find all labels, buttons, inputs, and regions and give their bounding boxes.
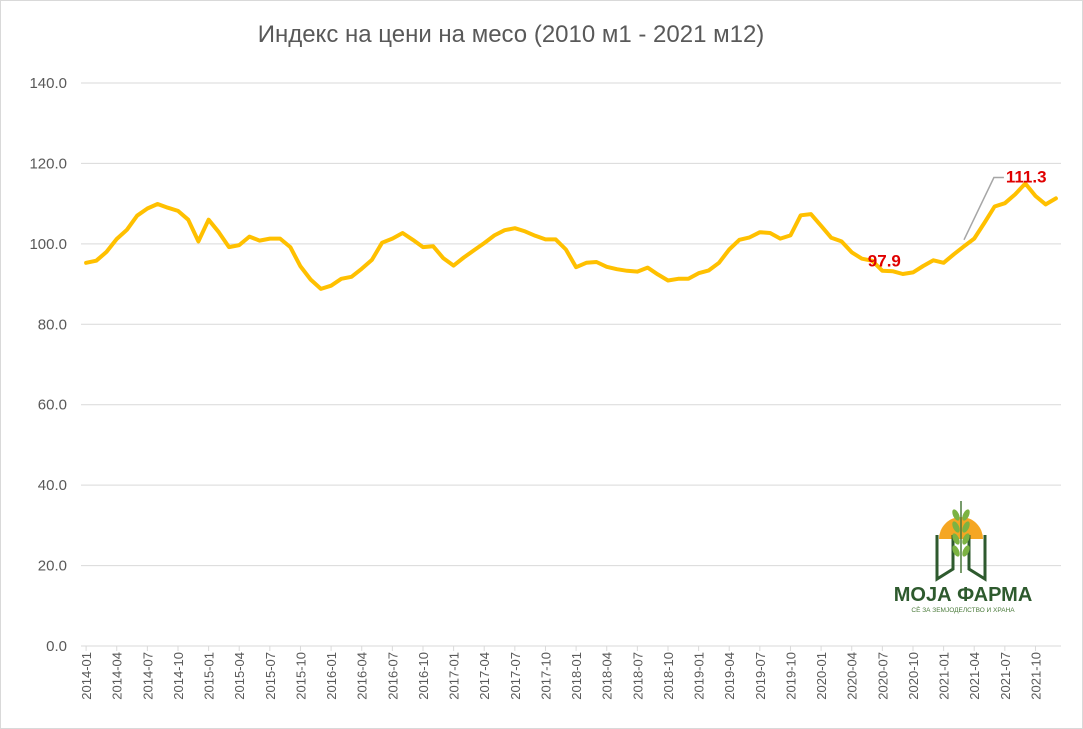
x-tick-label: 2021-07 — [998, 652, 1013, 700]
logo-grain — [962, 545, 970, 557]
chart-title: Индекс на цени на месо (2010 м1 - 2021 м… — [257, 21, 765, 48]
gridlines — [81, 82, 1061, 647]
y-tick-label: 0.0 — [46, 638, 67, 655]
logo-grain — [962, 521, 970, 533]
logo-grain — [952, 545, 960, 557]
x-tick-label: 2018-04 — [600, 652, 615, 700]
x-tick-label: 2017-10 — [538, 652, 553, 700]
x-tick-label: 2021-04 — [967, 652, 982, 700]
y-tick-label: 40.0 — [38, 477, 67, 494]
x-tick-label: 2016-04 — [355, 652, 370, 700]
y-tick-label: 60.0 — [38, 397, 67, 414]
data-labels: 97.9 111.3 — [868, 168, 1047, 271]
x-tick-label: 2014-10 — [171, 652, 186, 700]
x-tick-label: 2019-07 — [753, 652, 768, 700]
x-tick-label: 2016-10 — [416, 652, 431, 700]
x-tick-label: 2014-01 — [79, 652, 94, 700]
y-tick-label: 100.0 — [29, 236, 67, 253]
x-tick-label: 2014-04 — [110, 652, 125, 700]
x-tick-label: 2020-04 — [845, 652, 860, 700]
x-tick-label: 2015-10 — [293, 652, 308, 700]
x-tick-label: 2017-07 — [508, 652, 523, 700]
x-tick-label: 2017-04 — [477, 652, 492, 700]
x-tick-label: 2017-01 — [447, 652, 462, 700]
logo-tagline: СЀ ЗА ЗЕМЈОДЕЛСТВО И ХРАНА — [911, 605, 1015, 614]
x-tick-label: 2015-04 — [232, 652, 247, 700]
series-group — [84, 181, 1058, 291]
logo-grain — [962, 509, 970, 521]
y-tick-label: 140.0 — [29, 75, 67, 92]
logo-grain — [952, 533, 960, 545]
series-line — [84, 181, 1058, 291]
logo-frame — [935, 535, 987, 582]
x-tick-label: 2020-10 — [906, 652, 921, 700]
x-tick-label: 2020-01 — [814, 652, 829, 700]
x-tick-label: 2019-01 — [692, 652, 707, 700]
x-tick-label: 2018-01 — [569, 652, 584, 700]
data-label: 97.9 — [868, 251, 901, 270]
x-tick-label: 2016-01 — [324, 652, 339, 700]
y-axis-ticks: 0.0 20.0 40.0 60.0 80.0 100.0 120.0 140.0 — [29, 75, 67, 655]
y-tick-label: 120.0 — [29, 155, 67, 172]
label-leader-line — [963, 176, 1004, 241]
x-tick-label: 2020-07 — [875, 652, 890, 700]
logo-grain — [952, 521, 960, 533]
x-tick-label: 2014-07 — [140, 652, 155, 700]
data-label: 111.3 — [1006, 168, 1047, 187]
x-tick-label: 2018-10 — [661, 652, 676, 700]
x-tick-label: 2015-07 — [263, 652, 278, 700]
x-axis-ticks: 2014-01 2014-04 2014-07 2014-10 2015-01 2015-… — [79, 646, 1043, 700]
y-tick-label: 20.0 — [38, 558, 67, 575]
logo-name: МОЈА ФАРМА — [894, 584, 1033, 606]
x-tick-label: 2019-04 — [722, 652, 737, 700]
logo-grain — [952, 509, 960, 521]
x-tick-label: 2015-01 — [202, 652, 217, 700]
x-tick-label: 2021-10 — [1028, 652, 1043, 700]
x-tick-label: 2018-07 — [630, 652, 645, 700]
y-tick-label: 80.0 — [38, 316, 67, 333]
x-tick-label: 2016-07 — [385, 652, 400, 700]
x-tick-label: 2021-01 — [937, 652, 952, 700]
logo-grain — [962, 533, 970, 545]
x-tick-label: 2019-10 — [783, 652, 798, 700]
moja-farma-logo: МОЈА ФАРМА СЀ ЗА ЗЕМЈОДЕЛСТВО И ХРАНА — [894, 501, 1033, 614]
